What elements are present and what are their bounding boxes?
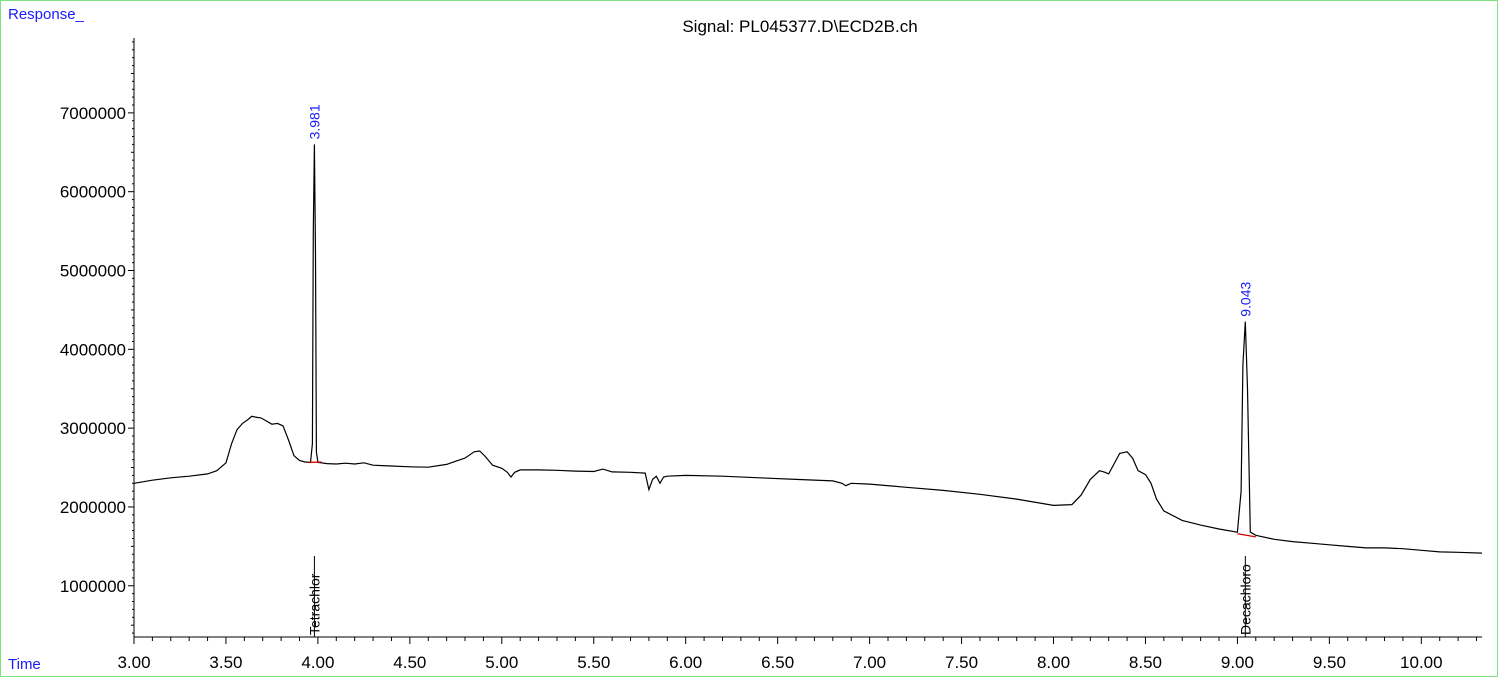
x-tick-label: 4.50 — [393, 653, 426, 672]
y-tick-label: 7000000 — [60, 104, 126, 123]
peaks: 3.981 Tetrachlor 9.043 Decachloro — [306, 104, 1256, 637]
x-tick-label: 7.00 — [853, 653, 886, 672]
y-tick-label: 2000000 — [60, 498, 126, 517]
peak-compound-label: Decachloro — [1237, 564, 1253, 635]
peak-baseline — [1237, 533, 1256, 538]
x-tick-label: 8.50 — [1129, 653, 1162, 672]
y-tick-label: 6000000 — [60, 183, 126, 202]
chart-title: Signal: PL045377.D\ECD2B.ch — [682, 17, 917, 36]
x-tick-label: 4.00 — [301, 653, 334, 672]
x-tick-label: 5.00 — [485, 653, 518, 672]
peak-retention-label: 3.981 — [306, 104, 322, 139]
peak-compound-label: Tetrachlor — [306, 573, 322, 635]
x-tick-label: 6.00 — [669, 653, 702, 672]
x-tick-label: 9.50 — [1313, 653, 1346, 672]
x-tick-label: 3.50 — [209, 653, 242, 672]
y-tick-label: 3000000 — [60, 419, 126, 438]
signal-line — [133, 144, 1483, 554]
axes: 1000000 2000000 3000000 4000000 5000000 60000… — [60, 38, 1482, 672]
x-tick-label: 3.00 — [117, 653, 150, 672]
y-tick-label: 5000000 — [60, 262, 126, 281]
peak-retention-label: 9.043 — [1237, 281, 1253, 316]
x-axis-corner-label: Time — [8, 656, 41, 673]
y-tick-label: 4000000 — [60, 340, 126, 359]
x-tick-label: 5.50 — [577, 653, 610, 672]
x-tick-label: 9.00 — [1221, 653, 1254, 672]
x-tick-label: 6.50 — [761, 653, 794, 672]
x-tick-label: 10.00 — [1400, 653, 1443, 672]
x-tick-label: 7.50 — [945, 653, 978, 672]
signal-series — [133, 144, 1483, 554]
x-tick-label: 8.00 — [1037, 653, 1070, 672]
y-axis-corner-label: Response_ — [8, 6, 84, 23]
y-tick-label: 1000000 — [60, 577, 126, 596]
